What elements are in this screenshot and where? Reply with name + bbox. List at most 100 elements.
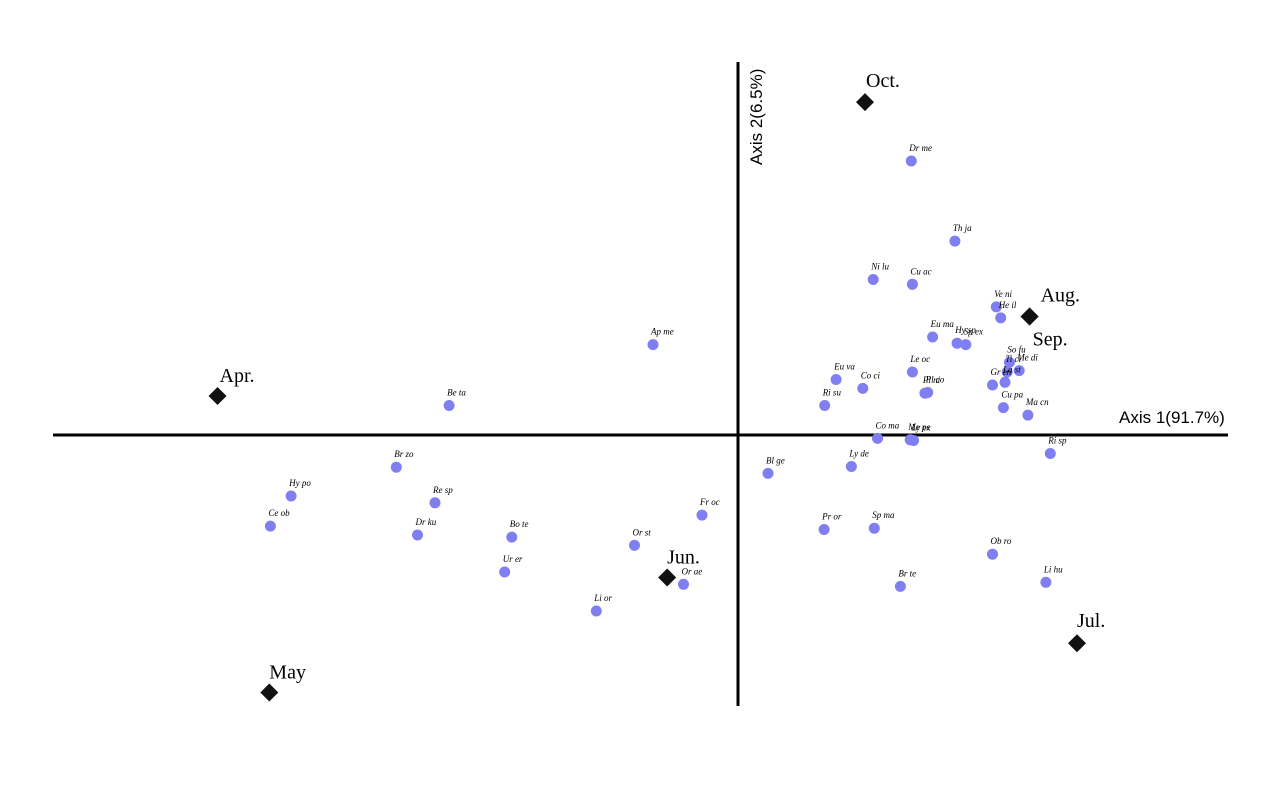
species-label-or-ae: Or ae — [682, 566, 703, 576]
species-point-gr-en — [987, 379, 998, 391]
month-marker-jun — [658, 568, 677, 587]
species-point-be-ta — [443, 400, 455, 411]
species-label-so-fu: So fu — [1007, 344, 1026, 354]
month-marker-apr — [208, 386, 227, 405]
y-axis-title: Axis 2(6.5%) — [747, 69, 766, 165]
species-point-pr-or — [818, 524, 830, 535]
species-label-le-oc: Le oc — [909, 354, 930, 364]
species-label-eu-va: Eu va — [833, 362, 855, 372]
species-label-ly-de: Ly de — [848, 449, 868, 459]
species-point-dr-me — [905, 155, 917, 167]
species-point-ur-er — [499, 566, 511, 578]
species-label-ly-ex: Ly ex — [911, 423, 931, 433]
species-label-gr-en: Gr en — [991, 367, 1012, 377]
species-point-th-ja — [949, 235, 961, 247]
species-label-ni-lu: Ni lu — [870, 262, 889, 272]
species-point-cu-pa — [997, 402, 1009, 414]
species-label-ti-ci: Ti ci — [1005, 354, 1021, 364]
species-point-sp-ex — [960, 339, 972, 351]
species-point-ap-me — [647, 339, 659, 351]
species-label-bl-ge: Bl ge — [766, 455, 785, 465]
month-label-jun: Jun. — [667, 547, 700, 569]
species-point-hy-po — [285, 490, 297, 502]
species-label-ma-cn: Ma cn — [1025, 397, 1049, 407]
species-label-li-hu: Li hu — [1043, 564, 1063, 574]
month-label-sep: Sep. — [1033, 329, 1068, 351]
species-label-co-ci: Co ci — [861, 370, 881, 380]
species-point-hy-sp — [951, 337, 963, 349]
species-point-ce-ob — [264, 520, 276, 532]
species-label-ur-er: Ur er — [503, 554, 523, 564]
species-label-or-st: Or st — [633, 527, 652, 537]
species-point-or-ae — [678, 578, 689, 590]
species-label-th-ja: Th ja — [953, 223, 972, 233]
species-label-sp-ex: Sp ex — [964, 327, 983, 337]
species-label-ri-sp: Ri sp — [1047, 436, 1067, 446]
species-label-ri-su: Ri su — [822, 388, 842, 398]
species-point-dr-ku — [412, 529, 423, 541]
species-label-cu-ac: Cu ac — [910, 266, 931, 276]
species-label-hy-sp: Hy sp — [954, 325, 976, 335]
species-label-pr-or: Pr or — [821, 512, 842, 522]
species-point-ri-sp — [1044, 448, 1056, 459]
month-marker-oct — [855, 93, 874, 112]
species-label-br-zo: Br zo — [394, 449, 414, 459]
species-point-pl-ni — [919, 387, 931, 399]
species-point-or-st — [629, 539, 640, 551]
species-label-be-ta: Be ta — [447, 388, 466, 398]
month-marker-may — [260, 683, 279, 702]
species-label-hy-po: Hy po — [288, 478, 311, 488]
species-label-re-sp: Re sp — [432, 485, 453, 495]
species-point-me-di — [1013, 365, 1025, 377]
month-label-apr: Apr. — [220, 365, 255, 387]
species-label-dr-me: Dr me — [908, 143, 932, 153]
month-label-oct: Oct. — [866, 70, 900, 92]
species-point-li-or — [590, 605, 602, 617]
species-point-ma-cn — [1022, 409, 1034, 421]
species-point-ly-de — [845, 461, 857, 472]
species-point-sp-ma — [868, 522, 880, 534]
species-label-la-st: La st — [1002, 364, 1021, 374]
month-label-jul: Jul. — [1077, 610, 1105, 632]
species-label-co-ma: Co ma — [876, 420, 900, 430]
species-label-ob-ro: Ob ro — [991, 536, 1012, 546]
species-point-le-oc — [906, 366, 918, 378]
species-point-bo-te — [506, 531, 518, 543]
species-label-sp-ma: Sp ma — [872, 510, 895, 520]
species-label-pl-co: Pl co — [925, 375, 945, 385]
species-point-li-hu — [1040, 576, 1052, 588]
species-point-ve-ni — [990, 301, 1002, 313]
month-marker-sep — [1020, 307, 1039, 326]
species-point-br-zo — [390, 461, 402, 473]
month-markers: Apr. May Jun. Jul. Aug. Sep. Oct. — [208, 70, 1105, 702]
species-point-ri-su — [819, 400, 831, 411]
species-point-ob-ro — [987, 548, 998, 560]
species-point-cu-ac — [906, 278, 918, 290]
species-point-so-fu — [1003, 356, 1015, 368]
species-point-fr-oc — [696, 509, 708, 521]
species-label-bo-te: Bo te — [510, 519, 529, 529]
species-point-eu-ma — [927, 331, 939, 343]
species-label-cu-pa: Cu pa — [1001, 390, 1023, 400]
species-label-fr-oc: Fr oc — [699, 497, 720, 507]
species-point-co-ci — [857, 382, 869, 394]
species-label-dr-ku: Dr ku — [415, 517, 437, 527]
species-label-ap-me: Ap me — [650, 327, 674, 337]
species-point-co-ma — [872, 432, 883, 444]
month-label-aug: Aug. — [1041, 285, 1080, 307]
species-point-la-st — [999, 376, 1011, 388]
month-label-may: May — [269, 662, 306, 684]
species-point-bl-ge — [762, 467, 774, 479]
species-point-ly-ex — [908, 435, 919, 446]
species-label-br-te: Br te — [898, 568, 916, 578]
species-point-ni-lu — [867, 274, 879, 285]
species-label-pl-ni: Pl ni — [922, 375, 941, 385]
species-label-ve-ni: Ve ni — [994, 289, 1012, 299]
species-point-re-sp — [429, 497, 441, 509]
species-point-ti-ci — [1001, 366, 1013, 378]
species-label-he-il: He il — [998, 300, 1017, 310]
species-point-eu-va — [830, 374, 842, 385]
month-marker-jul — [1067, 634, 1086, 653]
x-axis-title: Axis 1(91.7%) — [1119, 408, 1225, 427]
